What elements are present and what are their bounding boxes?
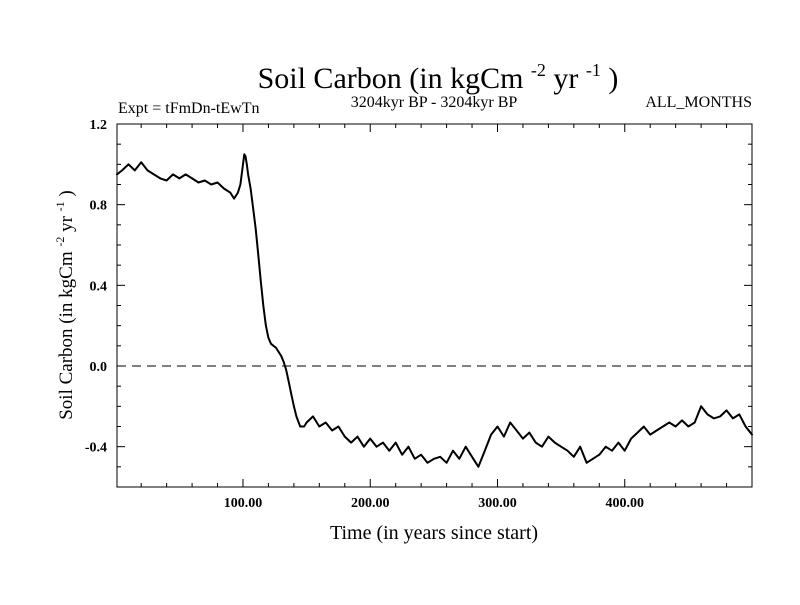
chart-title-end: ) xyxy=(608,62,618,95)
y-tick-label: -0.4 xyxy=(85,441,107,456)
series-line-0 xyxy=(116,153,753,468)
chart-title: Soil Carbon (in kgCm -2 yr -1 ) xyxy=(258,50,619,95)
months-label: ALL_MONTHS xyxy=(645,94,752,111)
plot-frame xyxy=(116,123,753,488)
y-axis-label: Soil Carbon (in kgCm -2 yr -1 ) xyxy=(48,190,77,420)
y-axis-label-end: ) xyxy=(56,190,77,196)
ticks-group: 100.00 200.00 300.00 400.00 1.2 0.8 0.4 0.0 -0.4 xyxy=(85,118,752,511)
x-tick-label: 200.00 xyxy=(351,496,390,511)
y-tick-label: 0.0 xyxy=(90,360,108,375)
chart-title-mid: yr xyxy=(553,62,578,95)
y-tick-label: 1.2 xyxy=(90,118,108,133)
x-tick-label: 300.00 xyxy=(478,496,517,511)
x-tick-label: 400.00 xyxy=(605,496,644,511)
chart-title-sup2: -1 xyxy=(586,60,601,80)
y-tick-label: 0.4 xyxy=(90,279,108,294)
y-axis-label-mid: yr xyxy=(56,215,77,232)
y-axis-label-sup2: -1 xyxy=(53,201,67,211)
chart-title-main: Soil Carbon (in kgCm xyxy=(258,62,524,95)
series-group xyxy=(116,153,753,468)
x-tick-label: 100.00 xyxy=(224,496,263,511)
time-range-label: 3204kyr BP - 3204kyr BP xyxy=(351,94,518,111)
y-tick-label: 0.8 xyxy=(90,199,108,214)
plot-frame-group xyxy=(116,123,753,488)
y-axis-label-main: Soil Carbon (in kgCm xyxy=(56,251,77,420)
chart-title-sup1: -2 xyxy=(531,60,546,80)
experiment-label: Expt = tFmDn-tEwTn xyxy=(118,100,259,117)
y-axis-label-sup1: -2 xyxy=(53,237,67,247)
x-axis-label: Time (in years since start) xyxy=(330,522,538,544)
